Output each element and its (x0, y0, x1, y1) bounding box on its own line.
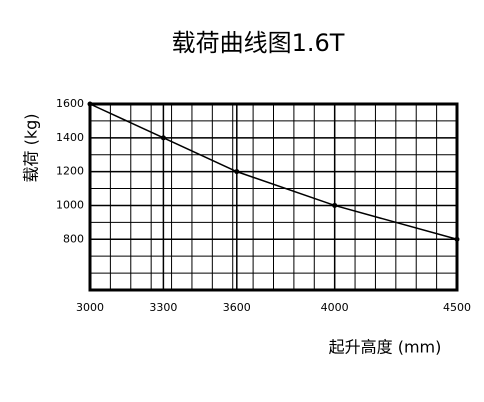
data-point (234, 169, 240, 175)
data-point (160, 135, 166, 141)
minor-grid (90, 104, 457, 290)
y-tick-label: 1000 (56, 198, 84, 211)
x-tick-label: 3000 (76, 301, 104, 314)
y-axis-label: 载荷 (kg) (22, 114, 41, 183)
x-axis-label: 起升高度 (mm) (329, 338, 442, 357)
y-tick-label: 1600 (56, 97, 84, 110)
x-tick-label: 4500 (443, 301, 471, 314)
y-tick-label: 1400 (56, 131, 84, 144)
data-point (87, 101, 93, 107)
x-tick-label: 3300 (149, 301, 177, 314)
y-tick-label: 800 (63, 232, 84, 245)
y-tick-label: 1200 (56, 165, 84, 178)
x-tick-label: 4000 (321, 301, 349, 314)
data-point (454, 236, 460, 242)
plot-border (88, 102, 459, 292)
chart-title: 载荷曲线图1.6T (172, 29, 345, 57)
data-point (332, 202, 338, 208)
x-tick-label: 3600 (223, 301, 251, 314)
